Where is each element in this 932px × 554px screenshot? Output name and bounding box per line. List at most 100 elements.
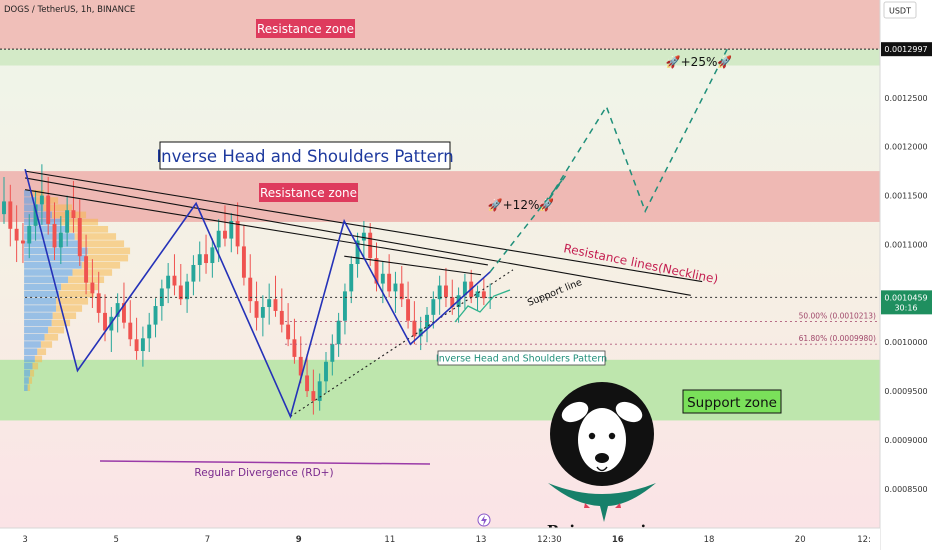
volume-bar-blue xyxy=(24,190,31,197)
time-tick-label: 20 xyxy=(795,535,806,545)
currency-label: USDT xyxy=(889,7,911,16)
candle xyxy=(2,201,6,215)
pattern-small-label: Inverse Head and Shoulders Pattern xyxy=(436,354,607,365)
neckline xyxy=(24,189,488,266)
volume-bar-blue xyxy=(24,341,41,348)
time-tick-label: 9 xyxy=(296,535,302,545)
resistance-zone-top xyxy=(0,0,880,50)
candle xyxy=(39,195,44,205)
divergence-label: Regular Divergence (RD+) xyxy=(194,467,333,479)
candle xyxy=(349,264,354,292)
price-tick-label: 0.0009000 xyxy=(884,436,927,445)
dog-mouth-icon xyxy=(596,466,608,472)
volume-bar-blue xyxy=(24,247,88,255)
candle xyxy=(406,299,411,321)
time-tick-label: 12:30 xyxy=(537,535,562,545)
time-tick-label: 16 xyxy=(612,535,624,545)
volume-bar-orange xyxy=(44,334,59,341)
fib-levels xyxy=(284,320,880,345)
projection-path xyxy=(489,48,728,273)
candle xyxy=(412,320,417,337)
candle xyxy=(425,314,429,329)
fib-618-label: 61.80% (0.0009980) xyxy=(799,334,876,343)
candle xyxy=(305,375,310,392)
pattern-small-box xyxy=(437,350,606,366)
volume-bar-orange xyxy=(87,247,131,255)
neckline xyxy=(24,170,703,283)
candle xyxy=(223,230,227,239)
candle xyxy=(46,195,51,224)
plot-background xyxy=(0,0,880,528)
volume-bar-blue xyxy=(24,254,87,262)
volume-bar-blue xyxy=(24,262,82,269)
volume-bar-blue xyxy=(24,218,62,226)
time-tick-label: 3 xyxy=(22,535,27,545)
candle xyxy=(216,230,221,248)
candle xyxy=(90,282,95,294)
candle xyxy=(437,285,442,300)
volume-bar-orange xyxy=(52,312,77,319)
flash-icon[interactable] xyxy=(477,513,491,527)
candle xyxy=(248,277,253,302)
resistance-zone-mid xyxy=(0,171,880,222)
pattern-title: Inverse Head and Shoulders Pattern xyxy=(156,147,453,166)
current-price-tag xyxy=(881,290,932,315)
candle xyxy=(336,320,341,345)
candle xyxy=(330,344,335,362)
currency-box[interactable] xyxy=(883,1,917,19)
volume-bar-blue xyxy=(24,283,62,291)
candle xyxy=(298,356,303,376)
neckline xyxy=(344,255,482,276)
candle xyxy=(260,307,265,318)
pattern-title-box xyxy=(159,141,451,170)
time-tick-label: 11 xyxy=(384,535,395,545)
neckline xyxy=(24,177,691,296)
candle xyxy=(172,275,177,286)
upper-green-band xyxy=(0,49,880,66)
candle xyxy=(77,218,82,257)
dog-eye-right-icon xyxy=(608,432,616,440)
candle xyxy=(374,258,379,284)
candle xyxy=(65,210,70,233)
price-tick-label: 0.0008500 xyxy=(884,485,927,494)
volume-bar-blue xyxy=(24,319,52,327)
price-axis[interactable] xyxy=(880,0,932,550)
candle xyxy=(324,361,328,382)
logo-mustache-icon xyxy=(548,483,656,522)
volume-bar-orange xyxy=(74,233,117,240)
volume-bar-orange xyxy=(86,254,129,262)
candle xyxy=(191,264,196,282)
candle xyxy=(128,322,133,340)
price-tick-label: 0.0010000 xyxy=(884,338,927,347)
volume-bar-blue xyxy=(24,362,33,370)
volume-bar-orange xyxy=(79,240,125,247)
candle xyxy=(20,240,25,244)
candle xyxy=(229,220,234,239)
resistance-label-mid-bg xyxy=(259,183,358,202)
candle xyxy=(380,273,385,284)
price-tick-label: 0.0012000 xyxy=(884,143,927,152)
volume-bar-blue xyxy=(24,305,56,312)
target-25-label: 🚀+25%🚀 xyxy=(666,55,733,69)
candle xyxy=(241,246,246,278)
volume-bar-blue xyxy=(24,348,38,355)
candle xyxy=(103,312,107,331)
price-tick-label: 0.0009500 xyxy=(884,387,927,396)
volume-bar-orange xyxy=(61,283,99,291)
candle xyxy=(462,281,467,296)
candle xyxy=(185,281,190,300)
volume-bar-blue xyxy=(24,370,31,377)
candle xyxy=(134,339,139,352)
countdown-label: 30:16 xyxy=(894,303,917,312)
volume-bar-orange xyxy=(66,226,109,233)
neckline-lines xyxy=(24,170,703,296)
fib-50-label: 50.00% (0.0010213) xyxy=(799,311,876,320)
candle xyxy=(311,391,316,401)
candle xyxy=(52,223,57,248)
candle xyxy=(8,201,13,229)
volume-bar-blue xyxy=(24,355,35,363)
time-axis[interactable] xyxy=(0,528,880,550)
dog-nose-icon xyxy=(595,453,609,463)
resistance-label-top: Resistance zone xyxy=(257,22,354,36)
